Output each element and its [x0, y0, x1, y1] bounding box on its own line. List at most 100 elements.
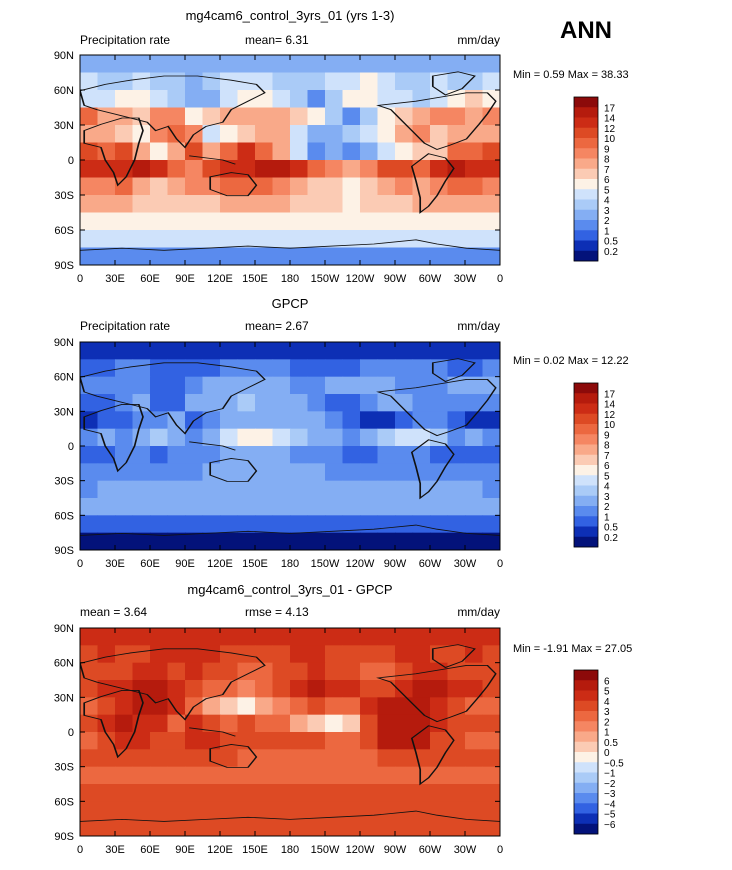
- heatmap-cell: [395, 428, 414, 447]
- heatmap-cell: [255, 645, 274, 664]
- heatmap-cell: [80, 784, 99, 802]
- heatmap-cell: [377, 818, 396, 836]
- heatmap-cell: [255, 394, 274, 412]
- heatmap-cell: [412, 628, 431, 646]
- heatmap-cell: [202, 195, 221, 214]
- heatmap-cell: [185, 376, 204, 395]
- heatmap-cell: [325, 394, 344, 412]
- heatmap-cell: [167, 125, 186, 144]
- heatmap-cell: [185, 446, 204, 464]
- heatmap-cell: [395, 376, 414, 395]
- x-tick-label: 120E: [207, 844, 233, 856]
- x-tick-label: 60W: [419, 558, 442, 570]
- heatmap-cell: [307, 714, 326, 733]
- colorbar-swatch: [574, 793, 598, 804]
- heatmap-cell: [395, 480, 414, 499]
- heatmap-cell: [307, 247, 326, 265]
- heatmap-cell: [132, 680, 151, 698]
- heatmap-cell: [97, 160, 116, 179]
- heatmap-cell: [185, 247, 204, 265]
- heatmap-cell: [237, 230, 256, 249]
- heatmap-cell: [115, 480, 134, 499]
- heatmap-cell: [325, 732, 344, 750]
- heatmap-cell: [97, 498, 116, 516]
- colorbar-swatch: [574, 240, 598, 252]
- heatmap-cell: [395, 784, 414, 802]
- heatmap-cell: [80, 177, 99, 196]
- heatmap-cell: [272, 212, 291, 231]
- heatmap-cell: [150, 818, 169, 836]
- heatmap-cell: [237, 628, 256, 646]
- heatmap-cell: [342, 72, 361, 91]
- heatmap-cell: [482, 628, 500, 646]
- heatmap-cell: [290, 394, 309, 412]
- heatmap-cell: [325, 766, 344, 785]
- heatmap-cell: [272, 230, 291, 249]
- heatmap-cell: [272, 195, 291, 214]
- heatmap-cell: [360, 160, 379, 179]
- colorbar-label: 5: [604, 687, 610, 698]
- heatmap-cell: [342, 498, 361, 516]
- heatmap-cell: [377, 628, 396, 646]
- colorbar-swatch: [574, 690, 598, 702]
- heatmap-cell: [290, 160, 309, 179]
- heatmap-cell: [220, 446, 239, 464]
- heatmap-cell: [220, 142, 239, 161]
- heatmap-cell: [430, 125, 449, 144]
- heatmap-cell: [412, 394, 431, 412]
- heatmap-cell: [412, 732, 431, 750]
- heatmap-cell: [447, 230, 466, 249]
- x-tick-label: 150W: [311, 844, 340, 856]
- heatmap-cell: [167, 714, 186, 733]
- heatmap-cell: [447, 498, 466, 516]
- heatmap-cell: [272, 376, 291, 395]
- heatmap-cell: [395, 714, 414, 733]
- heatmap-cell: [482, 532, 500, 550]
- heatmap-cell: [395, 628, 414, 646]
- heatmap-cell: [377, 125, 396, 144]
- heatmap-cell: [377, 732, 396, 750]
- heatmap-cell: [185, 532, 204, 550]
- heatmap-cell: [342, 532, 361, 550]
- heatmap-cell: [220, 498, 239, 516]
- colorbar-label: 6: [604, 676, 610, 687]
- heatmap-cell: [185, 72, 204, 91]
- colorbar-swatch: [574, 516, 598, 527]
- heatmap-cell: [465, 212, 484, 231]
- heatmap-cell: [237, 680, 256, 698]
- heatmap-cell: [342, 125, 361, 144]
- heatmap-cell: [167, 628, 186, 646]
- heatmap-cell: [272, 342, 291, 360]
- heatmap-cell: [150, 645, 169, 664]
- heatmap-cell: [307, 446, 326, 464]
- heatmap-cell: [167, 107, 186, 126]
- heatmap-cell: [412, 247, 431, 265]
- heatmap-cell: [395, 72, 414, 91]
- heatmap-cell: [97, 480, 116, 499]
- heatmap-cell: [202, 107, 221, 126]
- heatmap-cell: [325, 55, 344, 74]
- colorbar-swatch: [574, 782, 598, 794]
- heatmap-cell: [220, 125, 239, 144]
- heatmap-cell: [255, 195, 274, 214]
- panel-left-label: Precipitation rate: [80, 319, 170, 333]
- y-tick-label: 30N: [54, 406, 74, 418]
- heatmap-cell: [202, 212, 221, 231]
- heatmap-cell: [97, 628, 116, 646]
- heatmap-cell: [237, 732, 256, 750]
- y-tick-label: 60N: [54, 372, 74, 384]
- season-label: ANN: [560, 17, 612, 44]
- y-tick-label: 90S: [54, 260, 74, 272]
- heatmap-cell: [290, 177, 309, 196]
- heatmap-cell: [80, 212, 99, 231]
- heatmap-cell: [395, 55, 414, 74]
- heatmap-cell: [430, 680, 449, 698]
- heatmap-cell: [307, 55, 326, 74]
- heatmap-cell: [202, 411, 221, 430]
- heatmap-cell: [290, 428, 309, 447]
- heatmap-cell: [220, 463, 239, 482]
- heatmap-cell: [307, 177, 326, 196]
- heatmap-cell: [482, 714, 500, 733]
- min-max-label: Min = -1.91 Max = 27.05: [513, 643, 632, 655]
- heatmap-cell: [80, 645, 99, 664]
